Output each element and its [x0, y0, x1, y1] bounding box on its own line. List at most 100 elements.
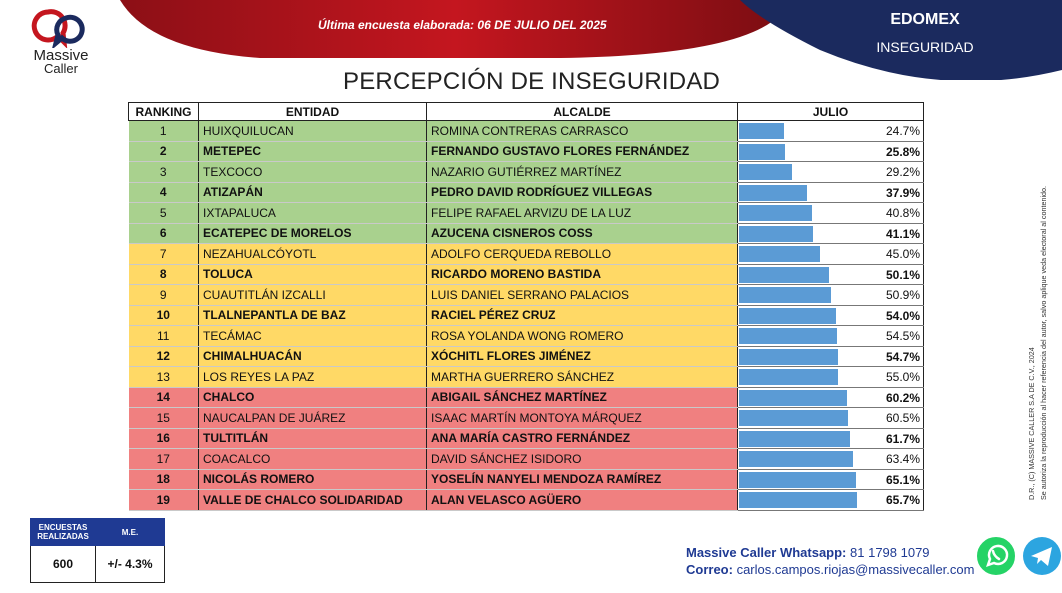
entidad-cell: ECATEPEC DE MORELOS: [198, 223, 427, 244]
julio-cell: 54.5%: [737, 325, 924, 347]
julio-cell: 40.8%: [737, 202, 924, 224]
entidad-cell: ATIZAPÁN: [198, 182, 427, 203]
rank-cell: 17: [128, 448, 199, 470]
value-bar: [739, 492, 858, 508]
value-label: 65.1%: [885, 472, 920, 487]
entidad-cell: NAUCALPAN DE JUÁREZ: [198, 407, 427, 429]
value-label: 25.8%: [885, 144, 920, 159]
entidad-cell: VALLE DE CHALCO SOLIDARIDAD: [198, 489, 427, 511]
rank-cell: 16: [128, 428, 199, 449]
value-label: 24.7%: [885, 124, 920, 138]
julio-cell: 45.0%: [737, 243, 924, 265]
rank-cell: 1: [128, 120, 199, 142]
alcalde-cell: ISAAC MARTÍN MONTOYA MÁRQUEZ: [426, 407, 738, 429]
survey-date-label: Última encuesta elaborada:: [318, 18, 475, 32]
value-label: 54.5%: [885, 329, 920, 343]
value-label: 54.0%: [885, 308, 920, 323]
header-band: [120, 0, 1062, 80]
rank-cell: 5: [128, 202, 199, 224]
rank-cell: 2: [128, 141, 199, 162]
value-bar: [739, 328, 838, 344]
telegram-icon[interactable]: [1022, 536, 1062, 576]
value-label: 50.9%: [885, 288, 920, 302]
rank-cell: 14: [128, 387, 199, 408]
alcalde-cell: PEDRO DAVID RODRÍGUEZ VILLEGAS: [426, 182, 738, 203]
rank-cell: 7: [128, 243, 199, 265]
entidad-cell: NICOLÁS ROMERO: [198, 469, 427, 490]
alcalde-cell: DAVID SÁNCHEZ ISIDORO: [426, 448, 738, 470]
value-bar: [739, 369, 838, 385]
table-row: 6 ECATEPEC DE MORELOS AZUCENA CISNEROS COS…: [128, 223, 924, 244]
julio-cell: 24.7%: [737, 120, 924, 142]
rank-cell: 3: [128, 161, 199, 183]
value-label: 45.0%: [885, 247, 920, 261]
table-row: 7 NEZAHUALCÓYOTL ADOLFO CERQUEDA REBOLLO 45…: [128, 243, 924, 265]
value-bar: [739, 430, 851, 447]
value-bar: [739, 123, 784, 139]
value-label: 37.9%: [885, 185, 920, 200]
value-label: 41.1%: [885, 226, 920, 241]
rank-cell: 15: [128, 407, 199, 429]
surveys-header-line2: REALIZADAS: [37, 532, 89, 541]
alcalde-cell: ABIGAIL SÁNCHEZ MARTÍNEZ: [426, 387, 738, 408]
julio-cell: 50.1%: [737, 264, 924, 285]
rank-cell: 18: [128, 469, 199, 490]
entidad-cell: HUIXQUILUCAN: [198, 120, 427, 142]
email-label: Correo:: [686, 562, 733, 577]
value-bar: [739, 287, 831, 303]
julio-cell: 61.7%: [737, 428, 924, 449]
rank-cell: 12: [128, 346, 199, 367]
entidad-cell: TEXCOCO: [198, 161, 427, 183]
alcalde-cell: RACIEL PÉREZ CRUZ: [426, 305, 738, 326]
survey-info-box: ENCUESTAS REALIZADAS M.E. 600 +/- 4.3%: [30, 518, 165, 583]
email-address[interactable]: carlos.campos.riojas@massivecaller.com: [736, 562, 975, 577]
julio-cell: 54.0%: [737, 305, 924, 326]
value-bar: [739, 143, 786, 160]
page-title: PERCEPCIÓN DE INSEGURIDAD: [343, 68, 721, 95]
value-bar: [739, 410, 848, 426]
alcalde-cell: NAZARIO GUTIÉRREZ MARTÍNEZ: [426, 161, 738, 183]
table-row: 5 IXTAPALUCA FELIPE RAFAEL ARVIZU DE LA LU…: [128, 202, 924, 224]
logo: Massive Caller: [26, 8, 106, 78]
value-bar: [739, 205, 813, 221]
entidad-cell: CHIMALHUACÁN: [198, 346, 427, 367]
whatsapp-icon[interactable]: [974, 534, 1018, 578]
value-label: 61.7%: [885, 431, 920, 446]
table-row: 17 COACALCO DAVID SÁNCHEZ ISIDORO 63.4%: [128, 448, 924, 470]
table-row: 13 LOS REYES LA PAZ MARTHA GUERRERO SÁNCHE…: [128, 366, 924, 388]
table-row: 12 CHIMALHUACÁN XÓCHITL FLORES JIMÉNEZ 54.7…: [128, 346, 924, 367]
entidad-cell: TOLUCA: [198, 264, 427, 285]
julio-cell: 60.2%: [737, 387, 924, 408]
value-bar: [739, 451, 854, 467]
entidad-cell: CUAUTITLÁN IZCALLI: [198, 284, 427, 306]
value-label: 60.5%: [885, 411, 920, 425]
rank-cell: 6: [128, 223, 199, 244]
rank-cell: 9: [128, 284, 199, 306]
whatsapp-number: 81 1798 1079: [850, 545, 930, 560]
legal-notice: D.R., (C) MASSIVE CALLER S.A DE C.V., 20…: [1027, 186, 1048, 500]
alcalde-cell: RICARDO MORENO BASTIDA: [426, 264, 738, 285]
entidad-cell: METEPEC: [198, 141, 427, 162]
table-row: 9 CUAUTITLÁN IZCALLI LUIS DANIEL SERRANO P…: [128, 284, 924, 306]
entidad-cell: NEZAHUALCÓYOTL: [198, 243, 427, 265]
julio-cell: 41.1%: [737, 223, 924, 244]
value-bar: [739, 225, 813, 242]
table-row: 19 VALLE DE CHALCO SOLIDARIDAD ALAN VELASC…: [128, 489, 924, 511]
table-row: 2 METEPEC FERNANDO GUSTAVO FLORES FERNÁNDE…: [128, 141, 924, 162]
julio-cell: 54.7%: [737, 346, 924, 367]
julio-cell: 50.9%: [737, 284, 924, 306]
value-bar: [739, 389, 848, 406]
logo-line2: Caller: [44, 61, 78, 76]
alcalde-cell: XÓCHITL FLORES JIMÉNEZ: [426, 346, 738, 367]
value-label: 65.7%: [885, 493, 920, 507]
surveys-header: ENCUESTAS REALIZADAS: [30, 518, 96, 546]
alcalde-cell: FERNANDO GUSTAVO FLORES FERNÁNDEZ: [426, 141, 738, 162]
value-label: 63.4%: [885, 452, 920, 466]
legal-line1: D.R., (C) MASSIVE CALLER S.A DE C.V., 20…: [1027, 347, 1036, 500]
rank-cell: 4: [128, 182, 199, 203]
topic-name: INSEGURIDAD: [876, 39, 974, 55]
table-row: 4 ATIZAPÁN PEDRO DAVID RODRÍGUEZ VILLEGAS 3…: [128, 182, 924, 203]
julio-cell: 37.9%: [737, 182, 924, 203]
table-row: 16 TULTITLÁN ANA MARÍA CASTRO FERNÁNDEZ 61.…: [128, 428, 924, 449]
margin-of-error: +/- 4.3%: [95, 545, 165, 583]
